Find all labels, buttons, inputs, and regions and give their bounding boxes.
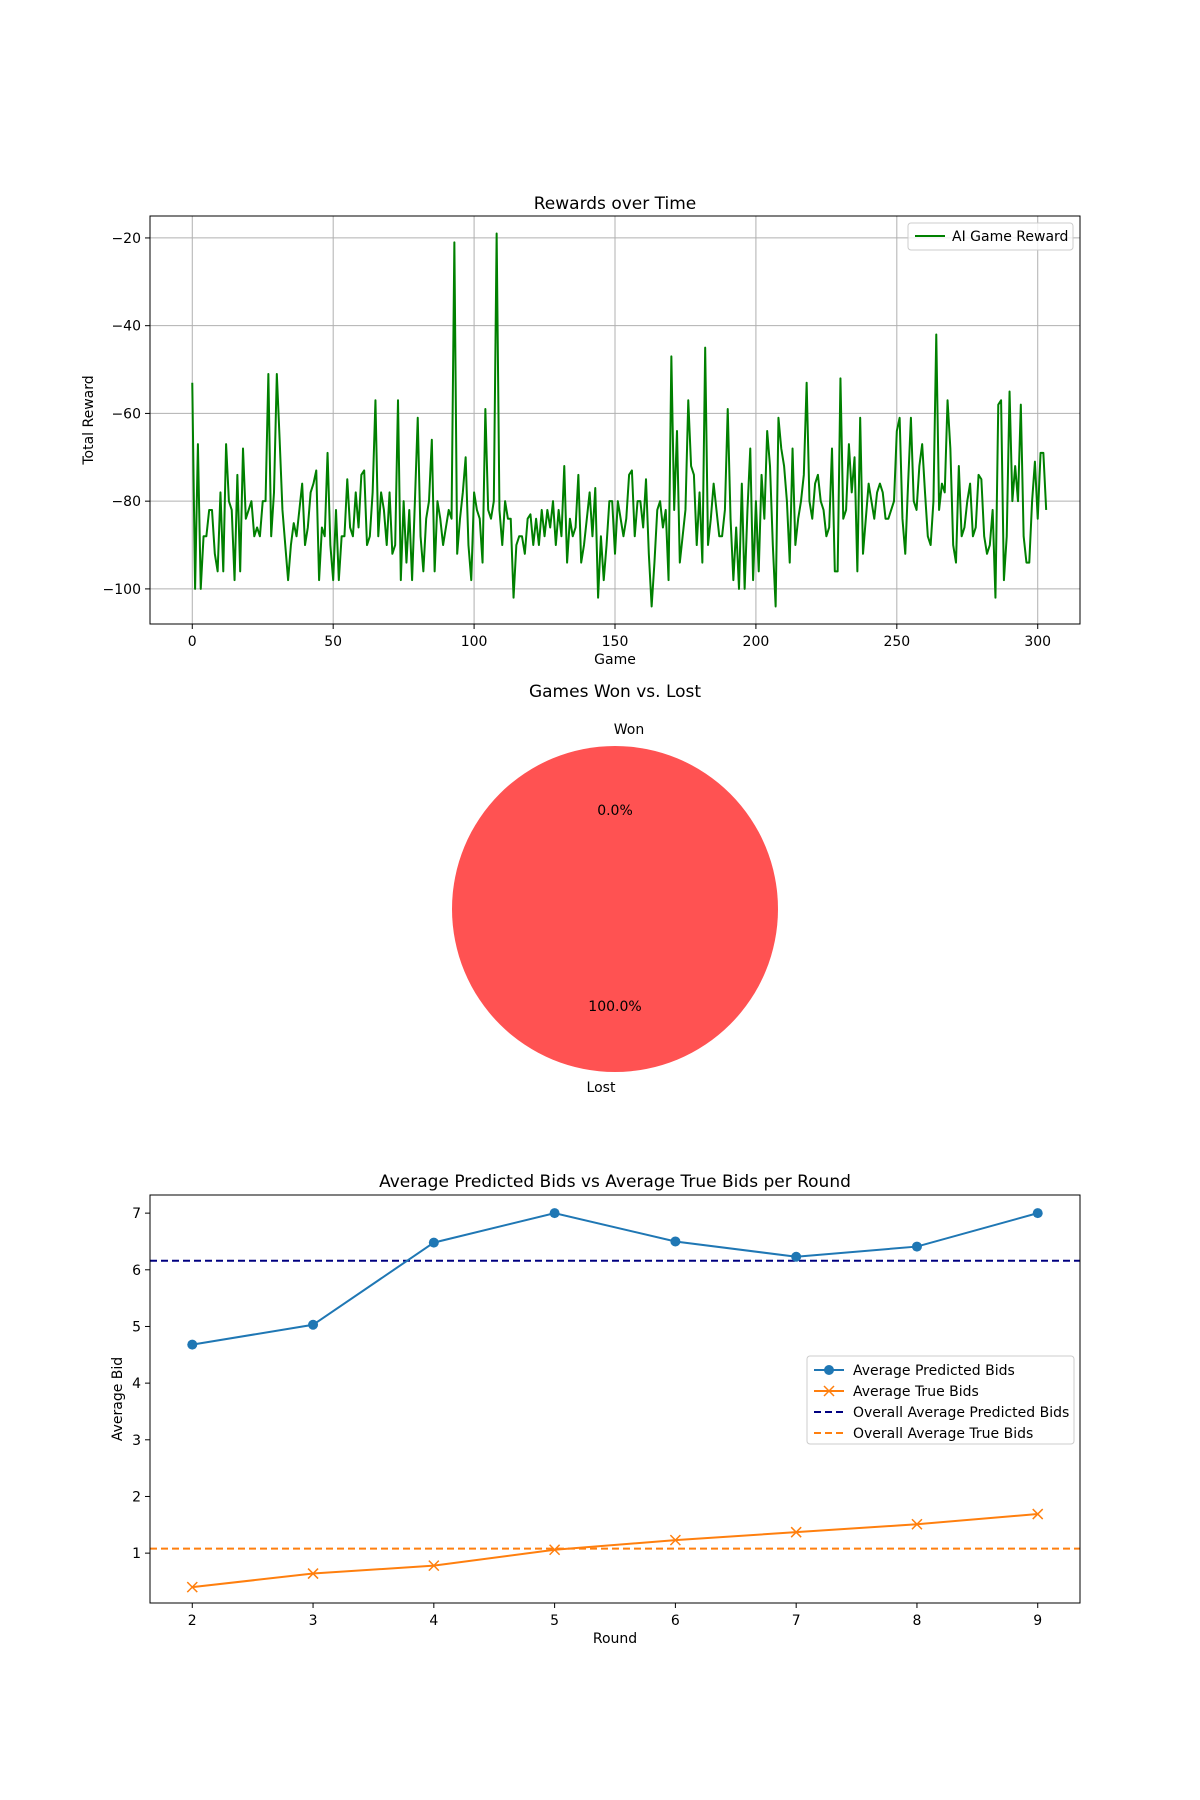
bids-x-tick-label-3: 5: [550, 1613, 559, 1629]
rewards-y-ticks: −100 −80 −60 −40 −20: [103, 231, 150, 598]
bids-y-tick-label-6: 7: [132, 1206, 141, 1222]
bids-y-tick-label-4: 5: [132, 1319, 141, 1335]
pie-label-won: Won: [614, 722, 644, 738]
bids-point-1-4: [669, 1534, 681, 1546]
rewards-x-tick-label-5: 250: [883, 634, 910, 650]
bids-series-line-1: [192, 1513, 1038, 1589]
bids-legend-marker-1: [823, 1385, 835, 1397]
bids-series-line-0: [192, 1212, 1038, 1346]
bids-chart: Average Predicted Bids vs Average True B…: [110, 1172, 1081, 1647]
bids-legend-label-3: Overall Average True Bids: [853, 1426, 1033, 1442]
rewards-x-ticks: 0 50 100 150 200 250 300: [188, 624, 1051, 650]
rewards-y-tick-label-3: −40: [111, 319, 141, 335]
pie-label-lost: Lost: [587, 1080, 616, 1096]
rewards-y-tick-label-2: −60: [111, 406, 141, 422]
pie-chart-title: Games Won vs. Lost: [529, 682, 701, 702]
bids-legend-box: [806, 1355, 1075, 1445]
bids-x-tick-label-5: 7: [792, 1613, 801, 1629]
rewards-x-tick-label-0: 0: [188, 634, 197, 650]
bids-y-tick-label-1: 2: [132, 1489, 141, 1505]
rewards-legend: AI Game Reward: [907, 222, 1074, 251]
bids-x-tick-label-0: 2: [188, 1613, 197, 1629]
bids-point-0-4: [670, 1236, 681, 1247]
bids-point-0-7: [1032, 1208, 1043, 1219]
rewards-series: [191, 232, 1048, 608]
bids-y-tick-label-0: 1: [132, 1546, 141, 1562]
games-pie-chart: Games Won vs. Lost Won 0.0% 100.0% Lost: [452, 682, 778, 1096]
bids-x-tick-label-1: 3: [309, 1613, 318, 1629]
rewards-x-tick-label-1: 50: [324, 634, 342, 650]
bids-legend-label-1: Average True Bids: [853, 1384, 979, 1400]
bids-x-tick-label-7: 9: [1033, 1613, 1042, 1629]
bids-series: [186, 1208, 1044, 1593]
bids-chart-title: Average Predicted Bids vs Average True B…: [379, 1172, 851, 1192]
bids-point-1-6: [911, 1518, 923, 1530]
bids-y-ticks: 1 2 3 4 5 6 7: [132, 1206, 150, 1562]
bids-x-ticks: 2 3 4 5 6 7 8 9: [188, 1603, 1042, 1629]
rewards-chart-title: Rewards over Time: [534, 194, 697, 214]
rewards-y-axis-label: Total Reward: [81, 375, 97, 465]
bids-y-axis-label: Average Bid: [110, 1357, 126, 1441]
bids-legend-label-2: Overall Average Predicted Bids: [853, 1405, 1069, 1421]
bids-plot-frame: [149, 1194, 1081, 1604]
bids-y-tick-label-5: 6: [132, 1263, 141, 1279]
pie-pct-lost: 100.0%: [588, 999, 641, 1015]
rewards-x-tick-label-2: 100: [461, 634, 488, 650]
bids-point-1-0: [186, 1581, 198, 1593]
bids-point-1-7: [1032, 1508, 1044, 1520]
rewards-x-tick-label-4: 200: [743, 634, 770, 650]
rewards-legend-label: AI Game Reward: [952, 229, 1068, 245]
rewards-x-tick-label-3: 150: [602, 634, 629, 650]
bids-x-tick-label-6: 8: [912, 1613, 921, 1629]
rewards-series-line: [191, 232, 1048, 608]
bids-point-1-1: [307, 1567, 319, 1580]
bids-point-1-3: [549, 1544, 561, 1556]
bids-point-1-2: [428, 1560, 440, 1572]
bids-point-0-5: [791, 1251, 802, 1262]
bids-legend: Average Predicted Bids Average True Bids O…: [806, 1355, 1075, 1445]
bids-reference-lines: [150, 1259, 1080, 1550]
bids-y-tick-label-3: 4: [132, 1376, 141, 1392]
rewards-legend-box: [907, 222, 1074, 251]
bids-point-0-6: [911, 1241, 922, 1252]
bids-point-0-0: [187, 1339, 198, 1350]
bids-point-0-3: [549, 1208, 560, 1219]
bids-point-1-5: [790, 1526, 802, 1538]
rewards-y-tick-label-1: −80: [111, 494, 141, 510]
bids-legend-label-0: Average Predicted Bids: [853, 1363, 1015, 1379]
pie-pct-won: 0.0%: [597, 803, 633, 819]
bids-x-tick-label-2: 4: [429, 1613, 438, 1629]
pie-slice-lost: [452, 746, 778, 1072]
bids-legend-entries: Average Predicted Bids Average True Bids O…: [814, 1363, 1069, 1442]
bids-legend-marker-0: [824, 1365, 834, 1375]
bids-point-0-2: [428, 1237, 439, 1248]
rewards-x-tick-label-6: 300: [1024, 634, 1051, 650]
rewards-x-axis-label: Game: [594, 652, 636, 668]
bids-point-0-1: [308, 1319, 319, 1330]
bids-x-tick-label-4: 6: [671, 1613, 680, 1629]
rewards-y-tick-label-0: −100: [103, 582, 141, 598]
rewards-y-tick-label-4: −20: [111, 231, 141, 247]
bids-x-axis-label: Round: [593, 1631, 637, 1647]
rewards-chart: Rewards over Time 0 50 100 150 200 250 300 −10…: [81, 194, 1081, 668]
bids-y-tick-label-2: 3: [132, 1433, 141, 1449]
